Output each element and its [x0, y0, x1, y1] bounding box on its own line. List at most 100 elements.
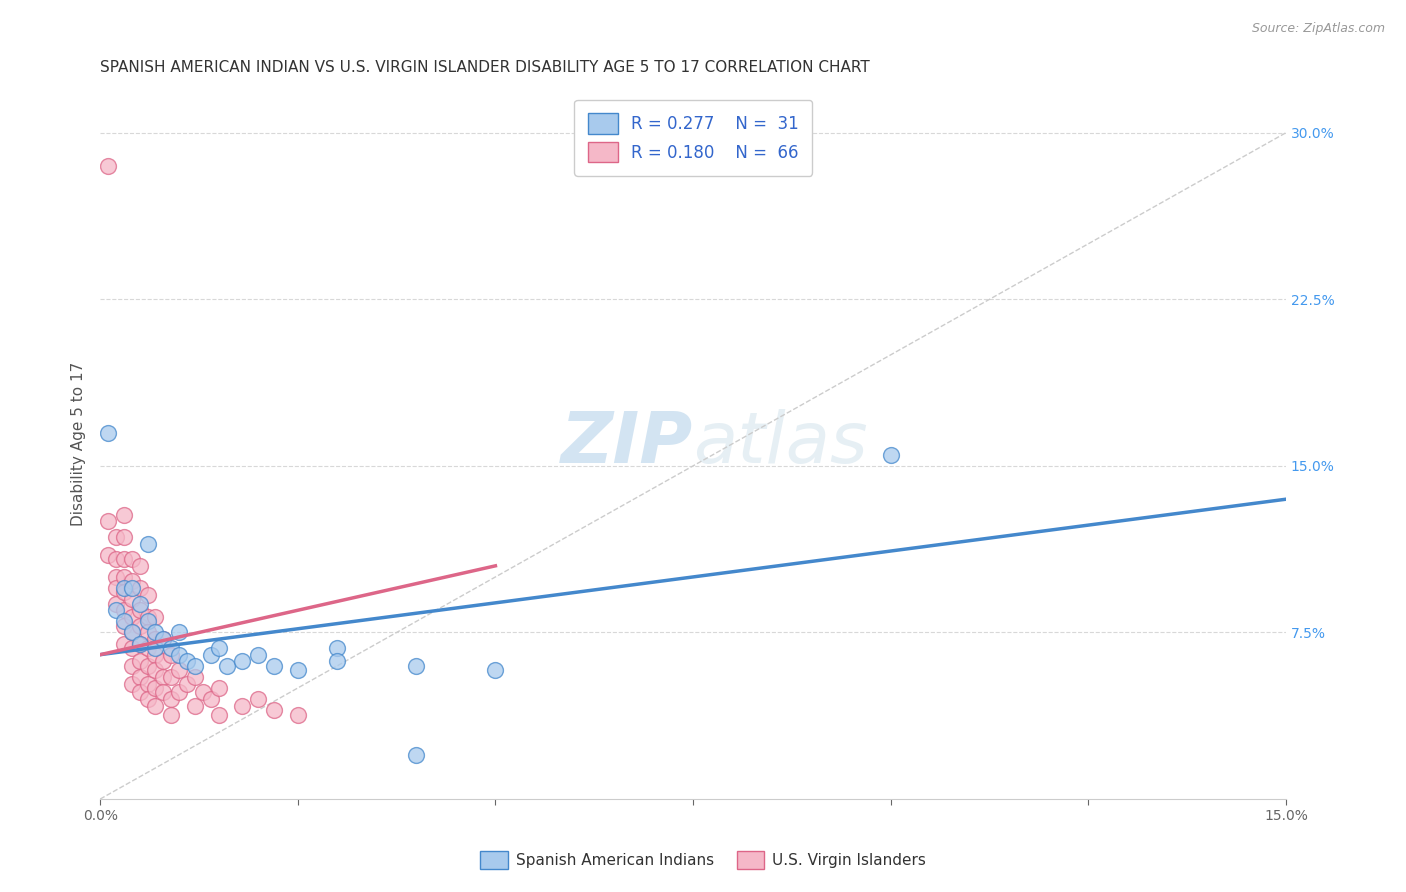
Point	[104, 597, 127, 611]
Point	[128, 558, 150, 573]
Point	[112, 581, 135, 595]
Point	[112, 603, 135, 617]
Point	[167, 648, 190, 662]
Point	[121, 625, 143, 640]
Point	[112, 508, 135, 522]
Point	[160, 648, 183, 662]
Point	[97, 425, 120, 440]
Point	[112, 530, 135, 544]
Point	[128, 581, 150, 595]
Point	[128, 685, 150, 699]
Point	[121, 640, 143, 655]
Point	[112, 570, 135, 584]
Point	[160, 640, 183, 655]
Point	[326, 654, 349, 668]
Point	[167, 663, 190, 677]
Point	[136, 625, 159, 640]
Point	[287, 707, 309, 722]
Point	[152, 685, 174, 699]
Point	[191, 685, 214, 699]
Point	[145, 648, 167, 662]
Point	[112, 615, 135, 629]
Point	[231, 654, 253, 668]
Point	[136, 610, 159, 624]
Point	[128, 654, 150, 668]
Point	[231, 698, 253, 713]
Point	[208, 640, 231, 655]
Point	[405, 658, 427, 673]
Point	[160, 692, 183, 706]
Point	[112, 619, 135, 633]
Point	[121, 592, 143, 607]
Point	[152, 654, 174, 668]
Point	[215, 658, 238, 673]
Point	[104, 603, 127, 617]
Point	[121, 574, 143, 589]
Point	[136, 588, 159, 602]
Point	[136, 658, 159, 673]
Point	[484, 663, 506, 677]
Point	[167, 625, 190, 640]
Point	[247, 648, 270, 662]
Point	[152, 632, 174, 647]
Point	[263, 703, 285, 717]
Y-axis label: Disability Age 5 to 17: Disability Age 5 to 17	[72, 361, 86, 525]
Text: Source: ZipAtlas.com: Source: ZipAtlas.com	[1251, 22, 1385, 36]
Point	[136, 692, 159, 706]
Point	[97, 515, 120, 529]
Point	[145, 632, 167, 647]
Point	[160, 670, 183, 684]
Legend: R = 0.277    N =  31, R = 0.180    N =  66: R = 0.277 N = 31, R = 0.180 N = 66	[574, 100, 811, 176]
Point	[121, 581, 143, 595]
Point	[97, 159, 120, 173]
Point	[247, 692, 270, 706]
Point	[112, 636, 135, 650]
Point	[128, 670, 150, 684]
Point	[121, 658, 143, 673]
Point	[136, 615, 159, 629]
Text: atlas: atlas	[693, 409, 868, 478]
Point	[121, 552, 143, 566]
Point	[112, 585, 135, 599]
Point	[145, 663, 167, 677]
Point	[176, 676, 198, 690]
Point	[152, 670, 174, 684]
Point	[287, 663, 309, 677]
Point	[145, 610, 167, 624]
Point	[200, 692, 222, 706]
Legend: Spanish American Indians, U.S. Virgin Islanders: Spanish American Indians, U.S. Virgin Is…	[474, 845, 932, 875]
Point	[145, 640, 167, 655]
Point	[208, 707, 231, 722]
Point	[160, 707, 183, 722]
Point	[208, 681, 231, 695]
Point	[104, 570, 127, 584]
Point	[184, 670, 207, 684]
Point	[405, 747, 427, 762]
Point	[136, 640, 159, 655]
Point	[97, 548, 120, 562]
Point	[145, 625, 167, 640]
Point	[128, 619, 150, 633]
Point	[263, 658, 285, 673]
Point	[128, 636, 150, 650]
Point	[200, 648, 222, 662]
Text: SPANISH AMERICAN INDIAN VS U.S. VIRGIN ISLANDER DISABILITY AGE 5 TO 17 CORRELATI: SPANISH AMERICAN INDIAN VS U.S. VIRGIN I…	[100, 60, 870, 75]
Point	[128, 597, 150, 611]
Point	[145, 698, 167, 713]
Point	[121, 625, 143, 640]
Point	[128, 603, 150, 617]
Point	[184, 698, 207, 713]
Point	[176, 654, 198, 668]
Point	[152, 632, 174, 647]
Point	[326, 640, 349, 655]
Point	[167, 685, 190, 699]
Point	[104, 552, 127, 566]
Point	[121, 676, 143, 690]
Point	[104, 581, 127, 595]
Point	[112, 552, 135, 566]
Point	[121, 610, 143, 624]
Point	[145, 681, 167, 695]
Point	[136, 676, 159, 690]
Point	[104, 530, 127, 544]
Point	[128, 636, 150, 650]
